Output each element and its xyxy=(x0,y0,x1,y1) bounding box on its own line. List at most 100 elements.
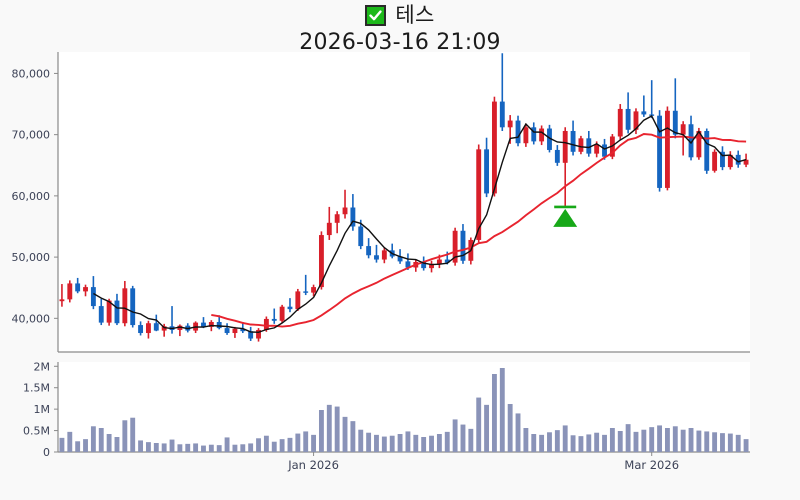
volume-bar xyxy=(90,426,96,452)
candle-body xyxy=(484,149,490,194)
candle-body xyxy=(342,207,348,215)
volume-bar xyxy=(436,434,442,452)
volume-bar xyxy=(83,439,88,452)
volume-bar xyxy=(98,428,104,452)
candle-body xyxy=(256,329,261,339)
candle-body xyxy=(153,323,159,331)
volume-bar xyxy=(177,444,183,452)
candle-body xyxy=(727,154,733,168)
volume-bar xyxy=(444,431,450,452)
volume-bar xyxy=(491,374,497,452)
volume-bar xyxy=(389,435,395,452)
candle-body xyxy=(570,130,576,152)
candle-body xyxy=(67,283,73,300)
volume-bar xyxy=(169,439,175,452)
candle-body xyxy=(59,299,65,302)
volume-bar xyxy=(138,440,144,452)
volume-bar xyxy=(468,428,474,452)
volume-bar xyxy=(208,444,214,452)
volume-bar xyxy=(201,445,206,452)
volume-bar xyxy=(326,404,332,452)
volume-bar xyxy=(712,432,718,452)
volume-bar xyxy=(161,443,167,452)
volume-bar xyxy=(688,428,694,452)
candle-body xyxy=(735,154,741,165)
volume-bar xyxy=(145,442,151,452)
volume-bar xyxy=(554,430,560,452)
volume-bar xyxy=(735,434,741,452)
volume-bar xyxy=(405,431,411,452)
ma-short-line xyxy=(93,115,747,334)
candle-body xyxy=(358,226,364,247)
volume-bar xyxy=(633,431,639,452)
candle-body xyxy=(460,230,466,261)
volume-bar xyxy=(672,426,678,452)
volume-bar xyxy=(507,404,513,452)
candle-body xyxy=(452,230,458,263)
volume-bar xyxy=(484,404,490,452)
volume-bar xyxy=(153,443,159,452)
candle-body xyxy=(232,328,238,334)
candle-body xyxy=(90,287,96,307)
volume-bar xyxy=(641,429,647,452)
volume-bar xyxy=(59,437,65,452)
volume-bar xyxy=(397,434,403,452)
candle-body xyxy=(672,110,678,135)
volume-bar xyxy=(523,428,529,452)
volume-y-tick-label: 0 xyxy=(43,446,50,459)
volume-bar xyxy=(381,436,387,452)
volume-bar xyxy=(617,431,623,452)
candle-body xyxy=(106,300,112,323)
buy-marker xyxy=(553,205,578,227)
candle-body xyxy=(436,259,442,264)
candle-body xyxy=(318,235,324,288)
volume-bar xyxy=(185,443,191,452)
candle-body xyxy=(444,259,450,263)
candle-body xyxy=(562,130,568,163)
candlestick-series xyxy=(59,53,749,342)
candle-body xyxy=(664,110,670,188)
volume-bar xyxy=(562,425,568,452)
candle-body xyxy=(271,318,277,321)
candle-body xyxy=(334,214,340,223)
volume-bar xyxy=(720,433,725,452)
candle-body xyxy=(208,322,214,327)
candle-body xyxy=(531,127,537,142)
volume-bar xyxy=(248,443,254,452)
candle-body xyxy=(743,159,749,165)
candle-body xyxy=(405,261,411,268)
candle-body xyxy=(641,111,647,115)
candle-body xyxy=(397,256,403,262)
volume-bar xyxy=(256,438,261,452)
candle-body xyxy=(287,306,293,310)
volume-bar xyxy=(271,441,277,452)
candle-body xyxy=(83,287,88,292)
volume-bar xyxy=(499,368,505,452)
candle-body xyxy=(578,138,584,152)
candle-body xyxy=(680,124,686,135)
volume-bar xyxy=(224,437,230,452)
candle-body xyxy=(712,151,718,171)
buy-marker-triangle xyxy=(553,208,578,227)
candle-body xyxy=(295,291,301,310)
volume-bar xyxy=(429,435,434,452)
candle-body xyxy=(366,246,372,256)
volume-bar xyxy=(303,431,309,452)
volume-bar xyxy=(531,434,537,452)
candle-body xyxy=(586,138,592,154)
candle-body xyxy=(326,222,332,236)
volume-bar xyxy=(547,432,552,452)
candle-body xyxy=(130,288,136,326)
volume-y-tick-label: 0.5M xyxy=(23,425,50,438)
candle-body xyxy=(98,306,104,323)
candle-body xyxy=(224,328,230,334)
candle-body xyxy=(491,101,497,194)
volume-y-tick-label: 1.5M xyxy=(23,382,50,395)
candle-body xyxy=(554,149,560,163)
volume-bar xyxy=(460,424,466,452)
price-y-tick-label: 50,000 xyxy=(12,251,51,264)
candle-body xyxy=(507,120,513,128)
volume-bar xyxy=(609,428,615,452)
volume-bar xyxy=(366,432,372,452)
candle-body xyxy=(216,322,222,329)
